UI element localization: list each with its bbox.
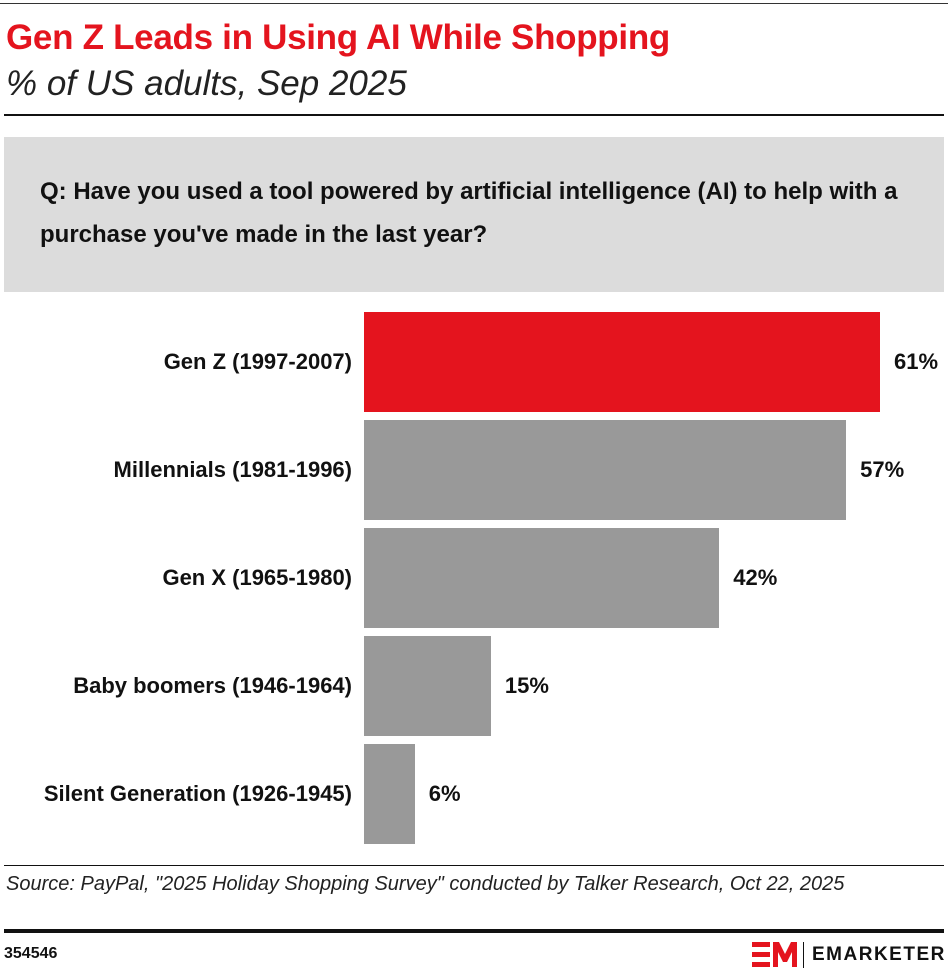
title-rule xyxy=(4,114,944,116)
value-label: 15% xyxy=(504,673,549,698)
bar xyxy=(364,420,847,520)
brand-logo xyxy=(752,942,797,967)
bar xyxy=(364,528,720,628)
source-rule xyxy=(4,865,944,866)
source: Source: PayPal, "2025 Holiday Shopping S… xyxy=(6,873,845,895)
category-label: Silent Generation (1926-1945) xyxy=(43,781,352,806)
chart-title: Gen Z Leads in Using AI While Shopping xyxy=(6,18,670,57)
bar xyxy=(364,744,415,844)
category-label: Gen Z (1997-2007) xyxy=(163,349,352,374)
category-label: Baby boomers (1946-1964) xyxy=(73,673,352,698)
value-label: 6% xyxy=(428,781,461,806)
bar xyxy=(364,312,880,412)
category-label: Gen X (1965-1980) xyxy=(162,565,352,590)
footer-rule xyxy=(4,929,944,933)
chart-id: 354546 xyxy=(4,945,58,962)
chart-subtitle: % of US adults, Sep 2025 xyxy=(6,64,407,103)
question-box xyxy=(4,137,944,292)
category-label: Millennials (1981-1996) xyxy=(113,457,352,482)
bar xyxy=(364,636,491,736)
question: Q: Have you used a tool powered by artif… xyxy=(40,178,898,248)
value-label: 61% xyxy=(894,349,939,374)
top-rule xyxy=(0,3,948,4)
value-label: 42% xyxy=(733,565,778,590)
value-label: 57% xyxy=(860,457,905,482)
brand-divider xyxy=(803,942,804,968)
brand-name: EMARKETER xyxy=(812,944,946,965)
